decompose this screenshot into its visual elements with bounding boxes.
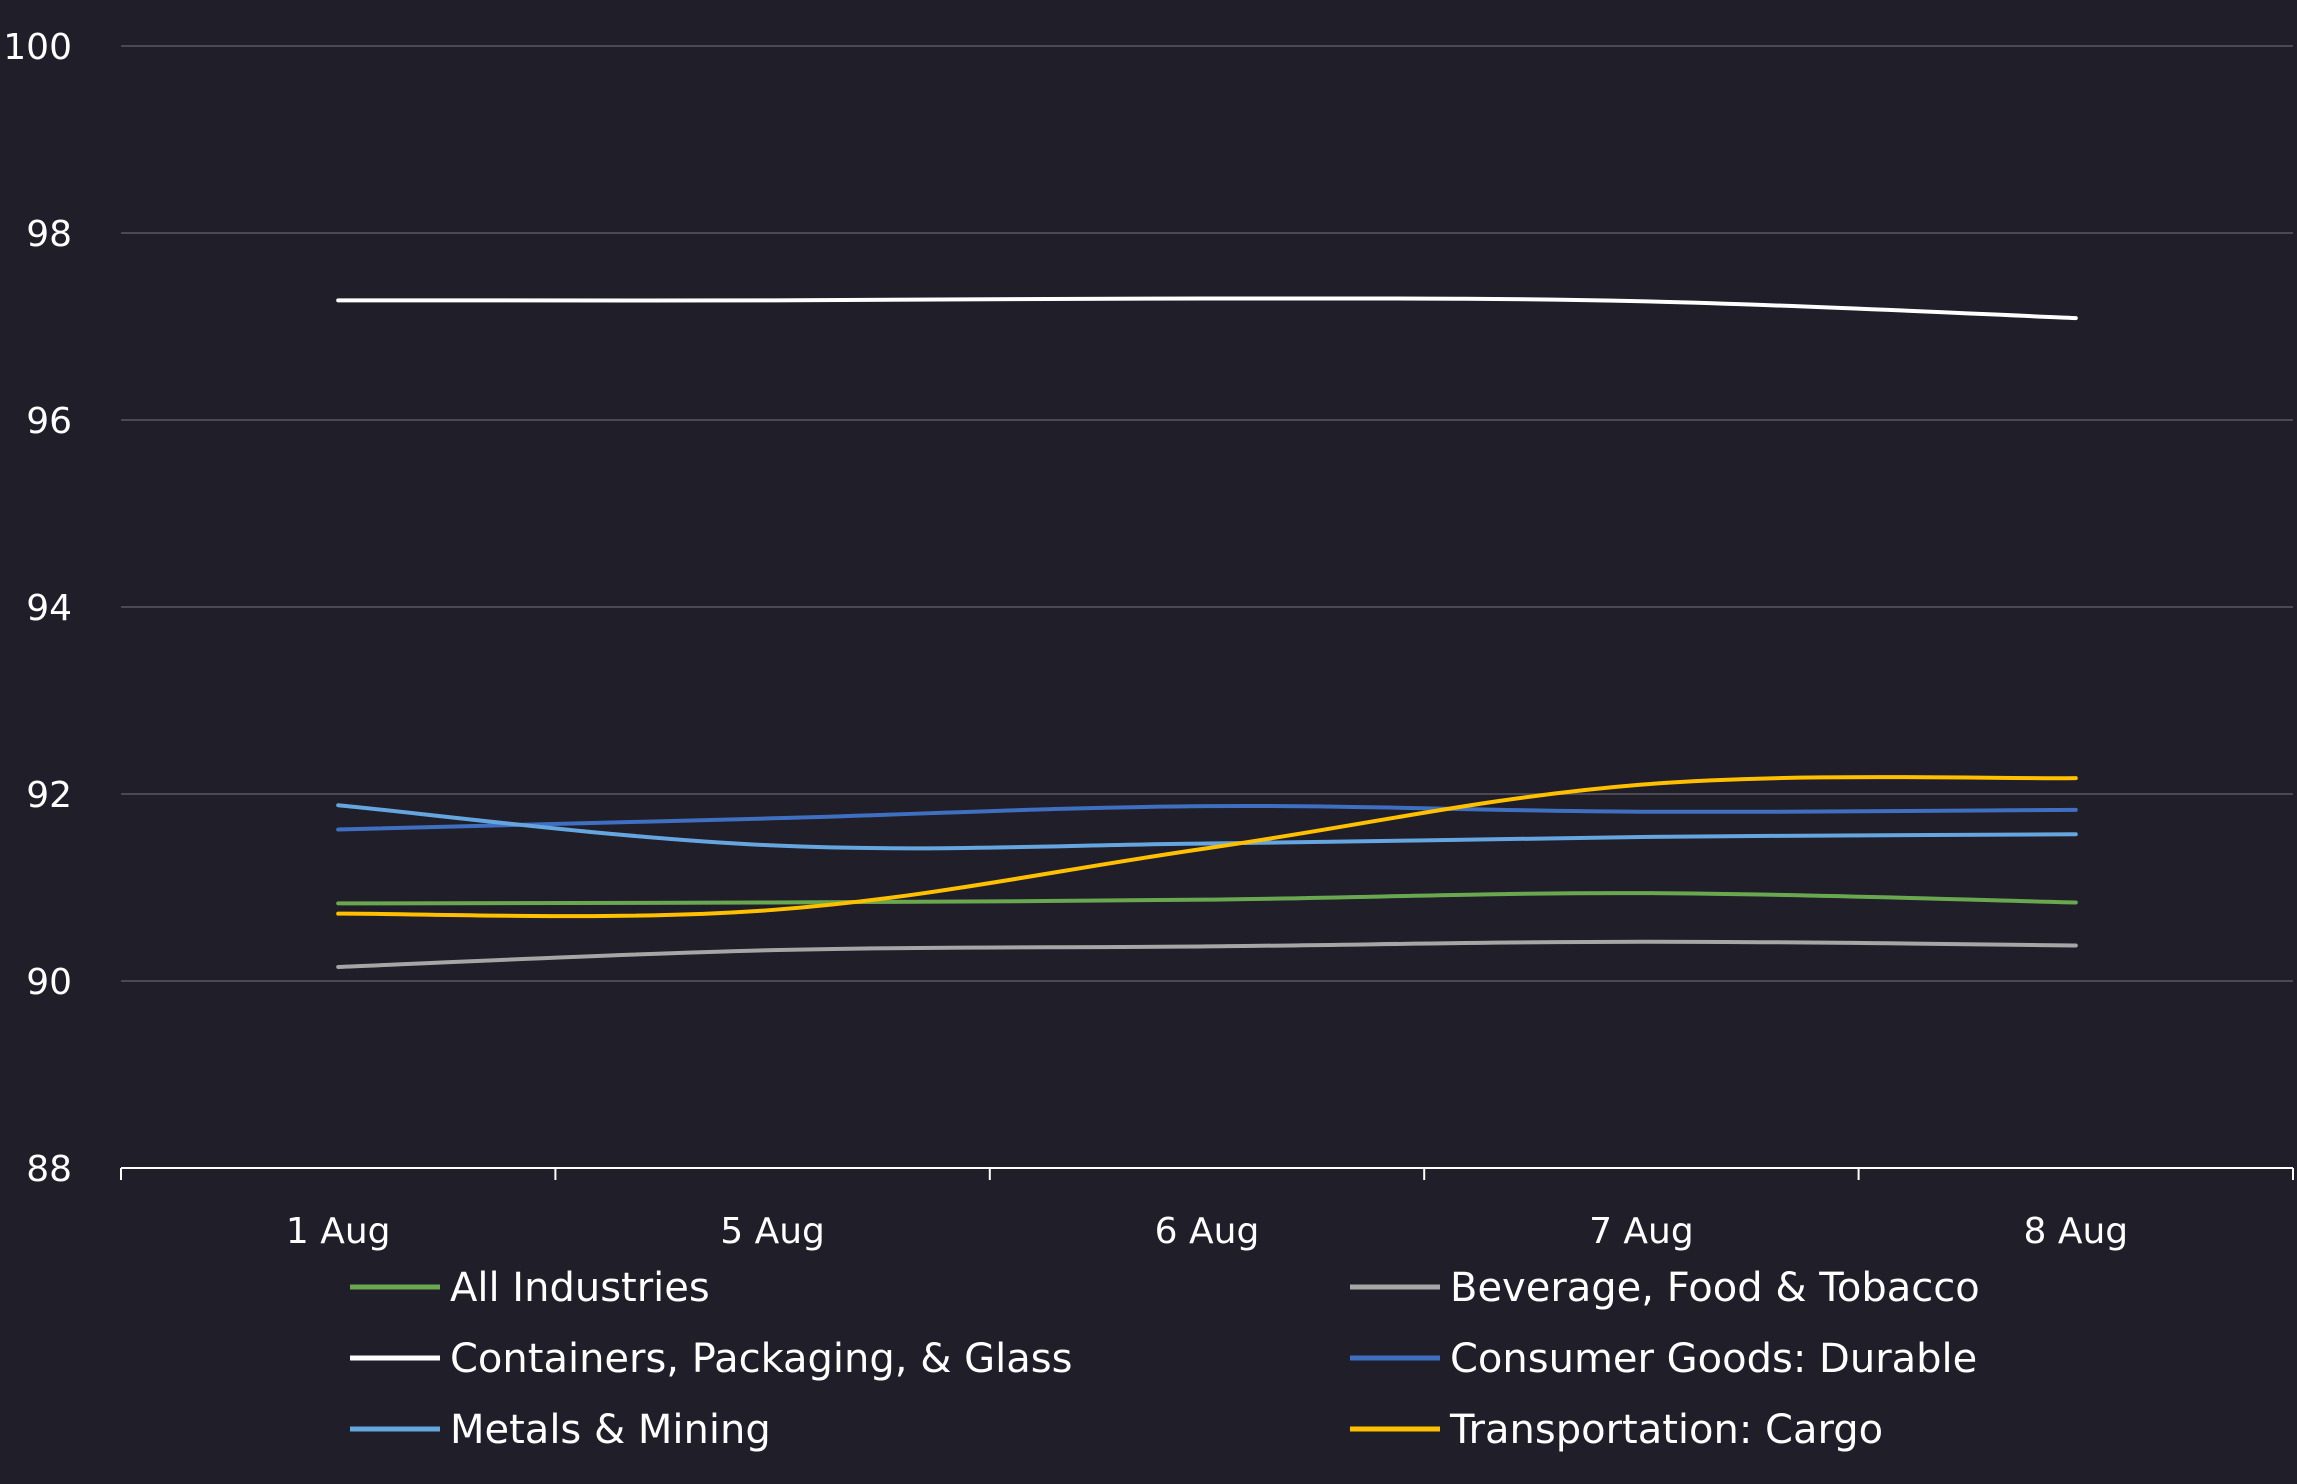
legend-item[interactable]: Containers, Packaging, & Glass [350,1336,1072,1382]
series-line-metals-mining [336,803,2078,851]
legend-item[interactable]: Transportation: Cargo [1350,1407,1883,1453]
x-tick-label: 5 Aug [720,1211,825,1252]
x-tick-label: 6 Aug [1155,1211,1260,1252]
legend-item[interactable]: All Industries [350,1265,710,1311]
gridlines [121,45,2293,982]
legend-item[interactable]: Beverage, Food & Tobacco [1350,1265,1980,1311]
x-axis-tick-labels: 1 Aug 5 Aug 6 Aug 7 Aug 8 Aug [286,1211,2128,1252]
series-line-transportation-cargo [336,775,2078,919]
x-tick-label: 1 Aug [286,1211,391,1252]
y-tick-label: 92 [26,775,72,816]
y-tick-label: 90 [26,962,72,1003]
series-line-beverage-food-tobacco [336,939,2078,969]
y-tick-label: 100 [3,27,72,68]
y-tick-label: 88 [26,1149,72,1190]
legend-item[interactable]: Metals & Mining [350,1407,771,1453]
x-tick-label: 7 Aug [1589,1211,1694,1252]
y-axis-tick-labels: 88 90 92 94 96 98 100 [3,27,72,1190]
legend-item[interactable]: Consumer Goods: Durable [1350,1336,1977,1382]
legend-label: Consumer Goods: Durable [1450,1336,1977,1382]
legend-label: All Industries [450,1265,710,1311]
series-line-containers-packaging-glass [336,296,2078,321]
x-axis [120,1167,2294,1180]
series-lines [336,296,2078,969]
y-tick-label: 94 [26,588,72,629]
legend: All Industries Beverage, Food & Tobacco Co… [350,1265,1980,1453]
y-tick-label: 96 [26,401,72,442]
x-tick-label: 8 Aug [2023,1211,2128,1252]
y-tick-label: 98 [26,214,72,255]
series-line-all-industries [336,891,2078,906]
legend-label: Containers, Packaging, & Glass [450,1336,1072,1382]
legend-label: Beverage, Food & Tobacco [1450,1265,1980,1311]
series-line-consumer-goods-durable [336,804,2078,832]
legend-label: Metals & Mining [450,1407,771,1453]
legend-label: Transportation: Cargo [1449,1407,1883,1453]
